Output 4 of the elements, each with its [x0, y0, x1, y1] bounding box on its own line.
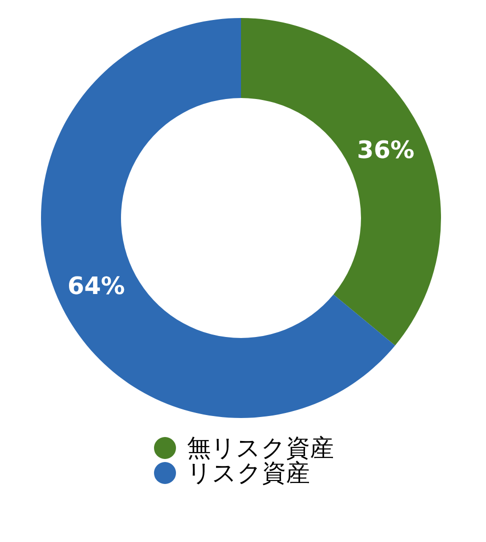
legend-label: 無リスク資産 [187, 434, 334, 462]
legend-label: リスク資産 [187, 459, 310, 487]
data-label: 36% [357, 136, 414, 164]
data-label: 64% [68, 272, 125, 300]
